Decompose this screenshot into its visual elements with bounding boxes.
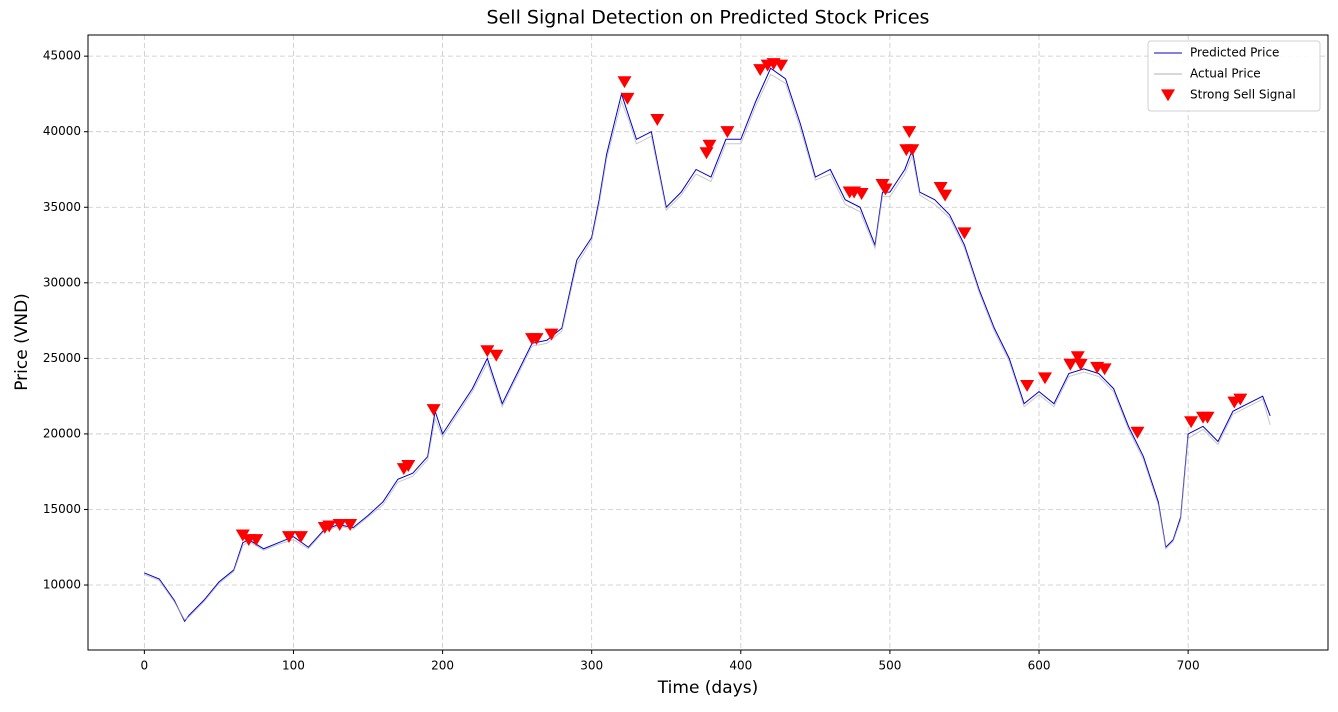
legend-label: Actual Price — [1190, 67, 1261, 81]
x-tick-label: 500 — [878, 659, 901, 673]
sell-signal — [1130, 426, 1145, 439]
sell-signal — [1233, 393, 1248, 406]
sell-signal — [293, 531, 308, 543]
sell-signal — [282, 531, 297, 543]
chart-title: Sell Signal Detection on Predicted Stock… — [487, 7, 930, 29]
y-tick-label: 45000 — [43, 49, 81, 63]
sell-signal — [1097, 363, 1112, 376]
sell-signal — [650, 114, 665, 126]
legend-marker — [1161, 89, 1175, 102]
legend-box — [1147, 40, 1321, 112]
sell-signal — [617, 76, 632, 89]
sell-signal — [702, 139, 717, 152]
sell-signal — [343, 518, 358, 531]
plot-frame — [87, 34, 1329, 651]
sell-signal — [1020, 379, 1035, 392]
sell-signal — [933, 182, 948, 194]
sell-signal — [699, 147, 714, 160]
sell-signal — [720, 126, 735, 139]
x-tick-label: 600 — [1028, 659, 1051, 673]
x-tick-label: 300 — [580, 659, 603, 673]
x-tick-label: 700 — [1177, 659, 1200, 673]
sell-signal — [480, 345, 495, 358]
y-tick-label: 25000 — [43, 351, 81, 365]
y-tick-label: 40000 — [43, 124, 81, 138]
sell-signal — [332, 518, 347, 531]
sell-signal — [957, 227, 972, 240]
sell-signal — [249, 534, 264, 546]
sell-signal — [753, 64, 768, 77]
x-tick-label: 0 — [141, 659, 149, 673]
y-axis-label: Price (VND) — [12, 293, 32, 391]
sell-signal — [620, 92, 635, 105]
sell-signal — [774, 59, 789, 72]
x-axis-label: Time (days) — [657, 678, 758, 698]
sell-signal — [1037, 372, 1052, 385]
sell-signal — [902, 126, 917, 139]
legend-label: Predicted Price — [1190, 46, 1279, 60]
sell-signal — [938, 189, 953, 202]
x-tick-label: 200 — [431, 659, 454, 673]
sell-signal — [544, 328, 559, 341]
sell-signal — [878, 183, 893, 196]
sell-signal — [322, 520, 337, 533]
legend: Predicted Price Actual Price Strong Sell S… — [1147, 40, 1321, 112]
sell-signal — [1073, 358, 1088, 371]
y-tick-label: 30000 — [43, 275, 81, 289]
sell-signal — [1070, 351, 1085, 364]
x-tick-label: 400 — [729, 659, 752, 673]
sell-signal — [489, 349, 504, 362]
sell-signal — [1200, 411, 1215, 424]
sell-signal — [854, 188, 869, 200]
sell-signal — [1063, 358, 1078, 371]
sell-signal — [1184, 416, 1199, 429]
x-tick-label: 100 — [282, 659, 305, 673]
sell-signal — [401, 460, 416, 472]
sell-signal — [905, 144, 920, 157]
y-tick-label: 20000 — [43, 426, 81, 440]
sell-signal — [426, 404, 441, 417]
y-tick-label: 35000 — [43, 200, 81, 214]
sell-signal — [529, 333, 544, 346]
legend-label: Strong Sell Signal — [1190, 88, 1296, 102]
y-tick-label: 15000 — [43, 502, 81, 516]
y-tick-label: 10000 — [43, 578, 81, 592]
